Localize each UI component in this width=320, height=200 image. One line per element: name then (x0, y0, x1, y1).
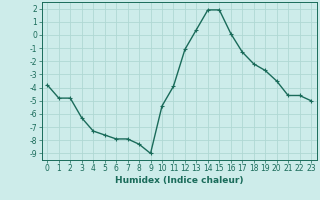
X-axis label: Humidex (Indice chaleur): Humidex (Indice chaleur) (115, 176, 244, 185)
